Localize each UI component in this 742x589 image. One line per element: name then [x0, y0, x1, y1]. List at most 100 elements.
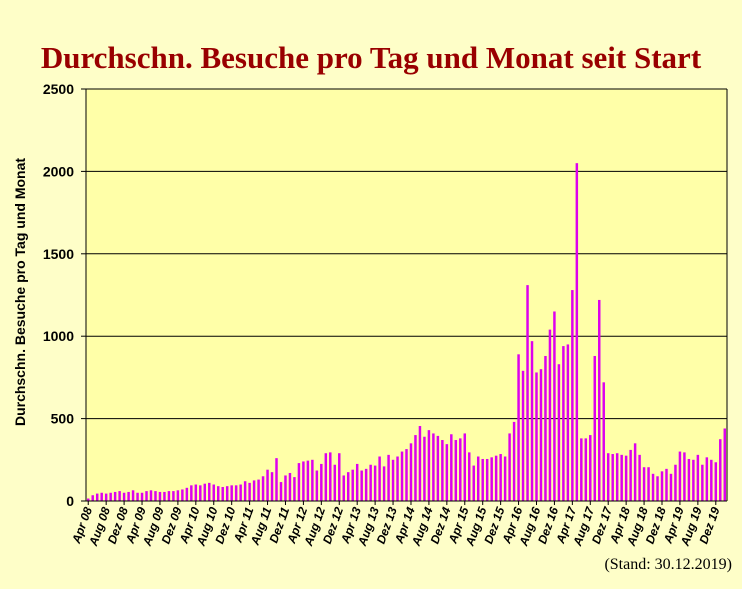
- bar: [647, 467, 650, 501]
- bar: [432, 433, 435, 501]
- bar: [266, 469, 269, 501]
- bar: [329, 452, 332, 501]
- bar: [472, 465, 475, 501]
- bar: [553, 311, 556, 501]
- bar: [185, 487, 189, 501]
- bar: [638, 454, 641, 501]
- bar: [378, 456, 381, 501]
- bar: [521, 370, 525, 501]
- bar: [149, 490, 153, 501]
- bar: [369, 464, 372, 501]
- bar: [270, 472, 274, 501]
- bar: [705, 457, 709, 501]
- bar: [190, 485, 193, 501]
- bar: [468, 452, 471, 501]
- bar: [580, 438, 583, 501]
- bar: [450, 434, 453, 501]
- bar: [288, 472, 292, 501]
- bar: [485, 458, 489, 501]
- bar: [427, 430, 431, 501]
- bar: [122, 492, 126, 501]
- bar: [598, 299, 601, 501]
- bar: [642, 467, 646, 501]
- bar: [454, 440, 458, 501]
- bar: [396, 456, 399, 501]
- stand-date-note: (Stand: 30.12.2019): [604, 556, 732, 573]
- bar: [163, 491, 166, 501]
- bar: [118, 491, 121, 501]
- bar: [261, 476, 265, 501]
- bar: [602, 382, 605, 501]
- bar: [526, 285, 529, 501]
- bar: [436, 435, 440, 501]
- bar: [544, 355, 547, 501]
- bar: [346, 472, 350, 501]
- bar: [360, 470, 363, 501]
- bar: [476, 456, 480, 501]
- bar: [131, 490, 135, 501]
- bar: [629, 449, 632, 501]
- gridlines: [81, 88, 727, 502]
- y-tick-label: 1500: [43, 246, 74, 262]
- axes: [85, 88, 728, 505]
- bar: [127, 491, 130, 501]
- y-tick-labels: 0 500 1000 1500 2000 2500: [43, 81, 74, 509]
- bar: [275, 458, 278, 501]
- bar: [217, 486, 220, 501]
- bar: [154, 491, 157, 501]
- bar: [104, 493, 108, 501]
- bar: [194, 484, 198, 501]
- bar: [575, 163, 579, 501]
- bar: [669, 473, 673, 501]
- bar: [364, 468, 368, 501]
- bar: [615, 453, 619, 501]
- bar: [584, 438, 588, 501]
- bar: [113, 491, 117, 501]
- bar: [234, 485, 238, 501]
- bar: [320, 463, 323, 501]
- bar: [557, 364, 561, 501]
- bar: [512, 421, 516, 501]
- bar: [387, 454, 390, 501]
- bar: [87, 498, 90, 501]
- bar: [665, 468, 668, 501]
- bar: [611, 454, 614, 501]
- bar: [203, 483, 207, 501]
- bar: [633, 443, 637, 501]
- y-tick-label: 0: [66, 493, 74, 509]
- bar: [257, 479, 260, 501]
- bar: [589, 435, 592, 501]
- plot-area: [86, 89, 727, 501]
- bar: [284, 475, 287, 501]
- bar: [279, 482, 283, 501]
- bar: [315, 470, 319, 501]
- bar: [342, 475, 345, 501]
- bar: [293, 477, 296, 501]
- bar: [517, 354, 520, 501]
- bar: [418, 426, 422, 501]
- bar: [373, 465, 377, 501]
- bar: [252, 480, 256, 501]
- bar: [539, 369, 543, 501]
- bar: [535, 372, 538, 501]
- bar: [382, 466, 386, 501]
- bar: [355, 463, 359, 501]
- bar: [503, 456, 507, 501]
- bar: [660, 471, 664, 501]
- bar: [508, 433, 511, 501]
- bar: [306, 460, 310, 501]
- bar: [714, 462, 718, 501]
- bar: [225, 486, 229, 501]
- bar: [678, 451, 682, 501]
- bar: [620, 454, 623, 501]
- bar: [423, 436, 426, 501]
- bar: [566, 344, 570, 501]
- bar: [351, 469, 354, 501]
- bar: [548, 329, 552, 501]
- bar: [481, 458, 484, 501]
- bar: [499, 454, 502, 501]
- bar: [683, 452, 686, 501]
- bar: [140, 492, 144, 501]
- bar: [606, 453, 610, 501]
